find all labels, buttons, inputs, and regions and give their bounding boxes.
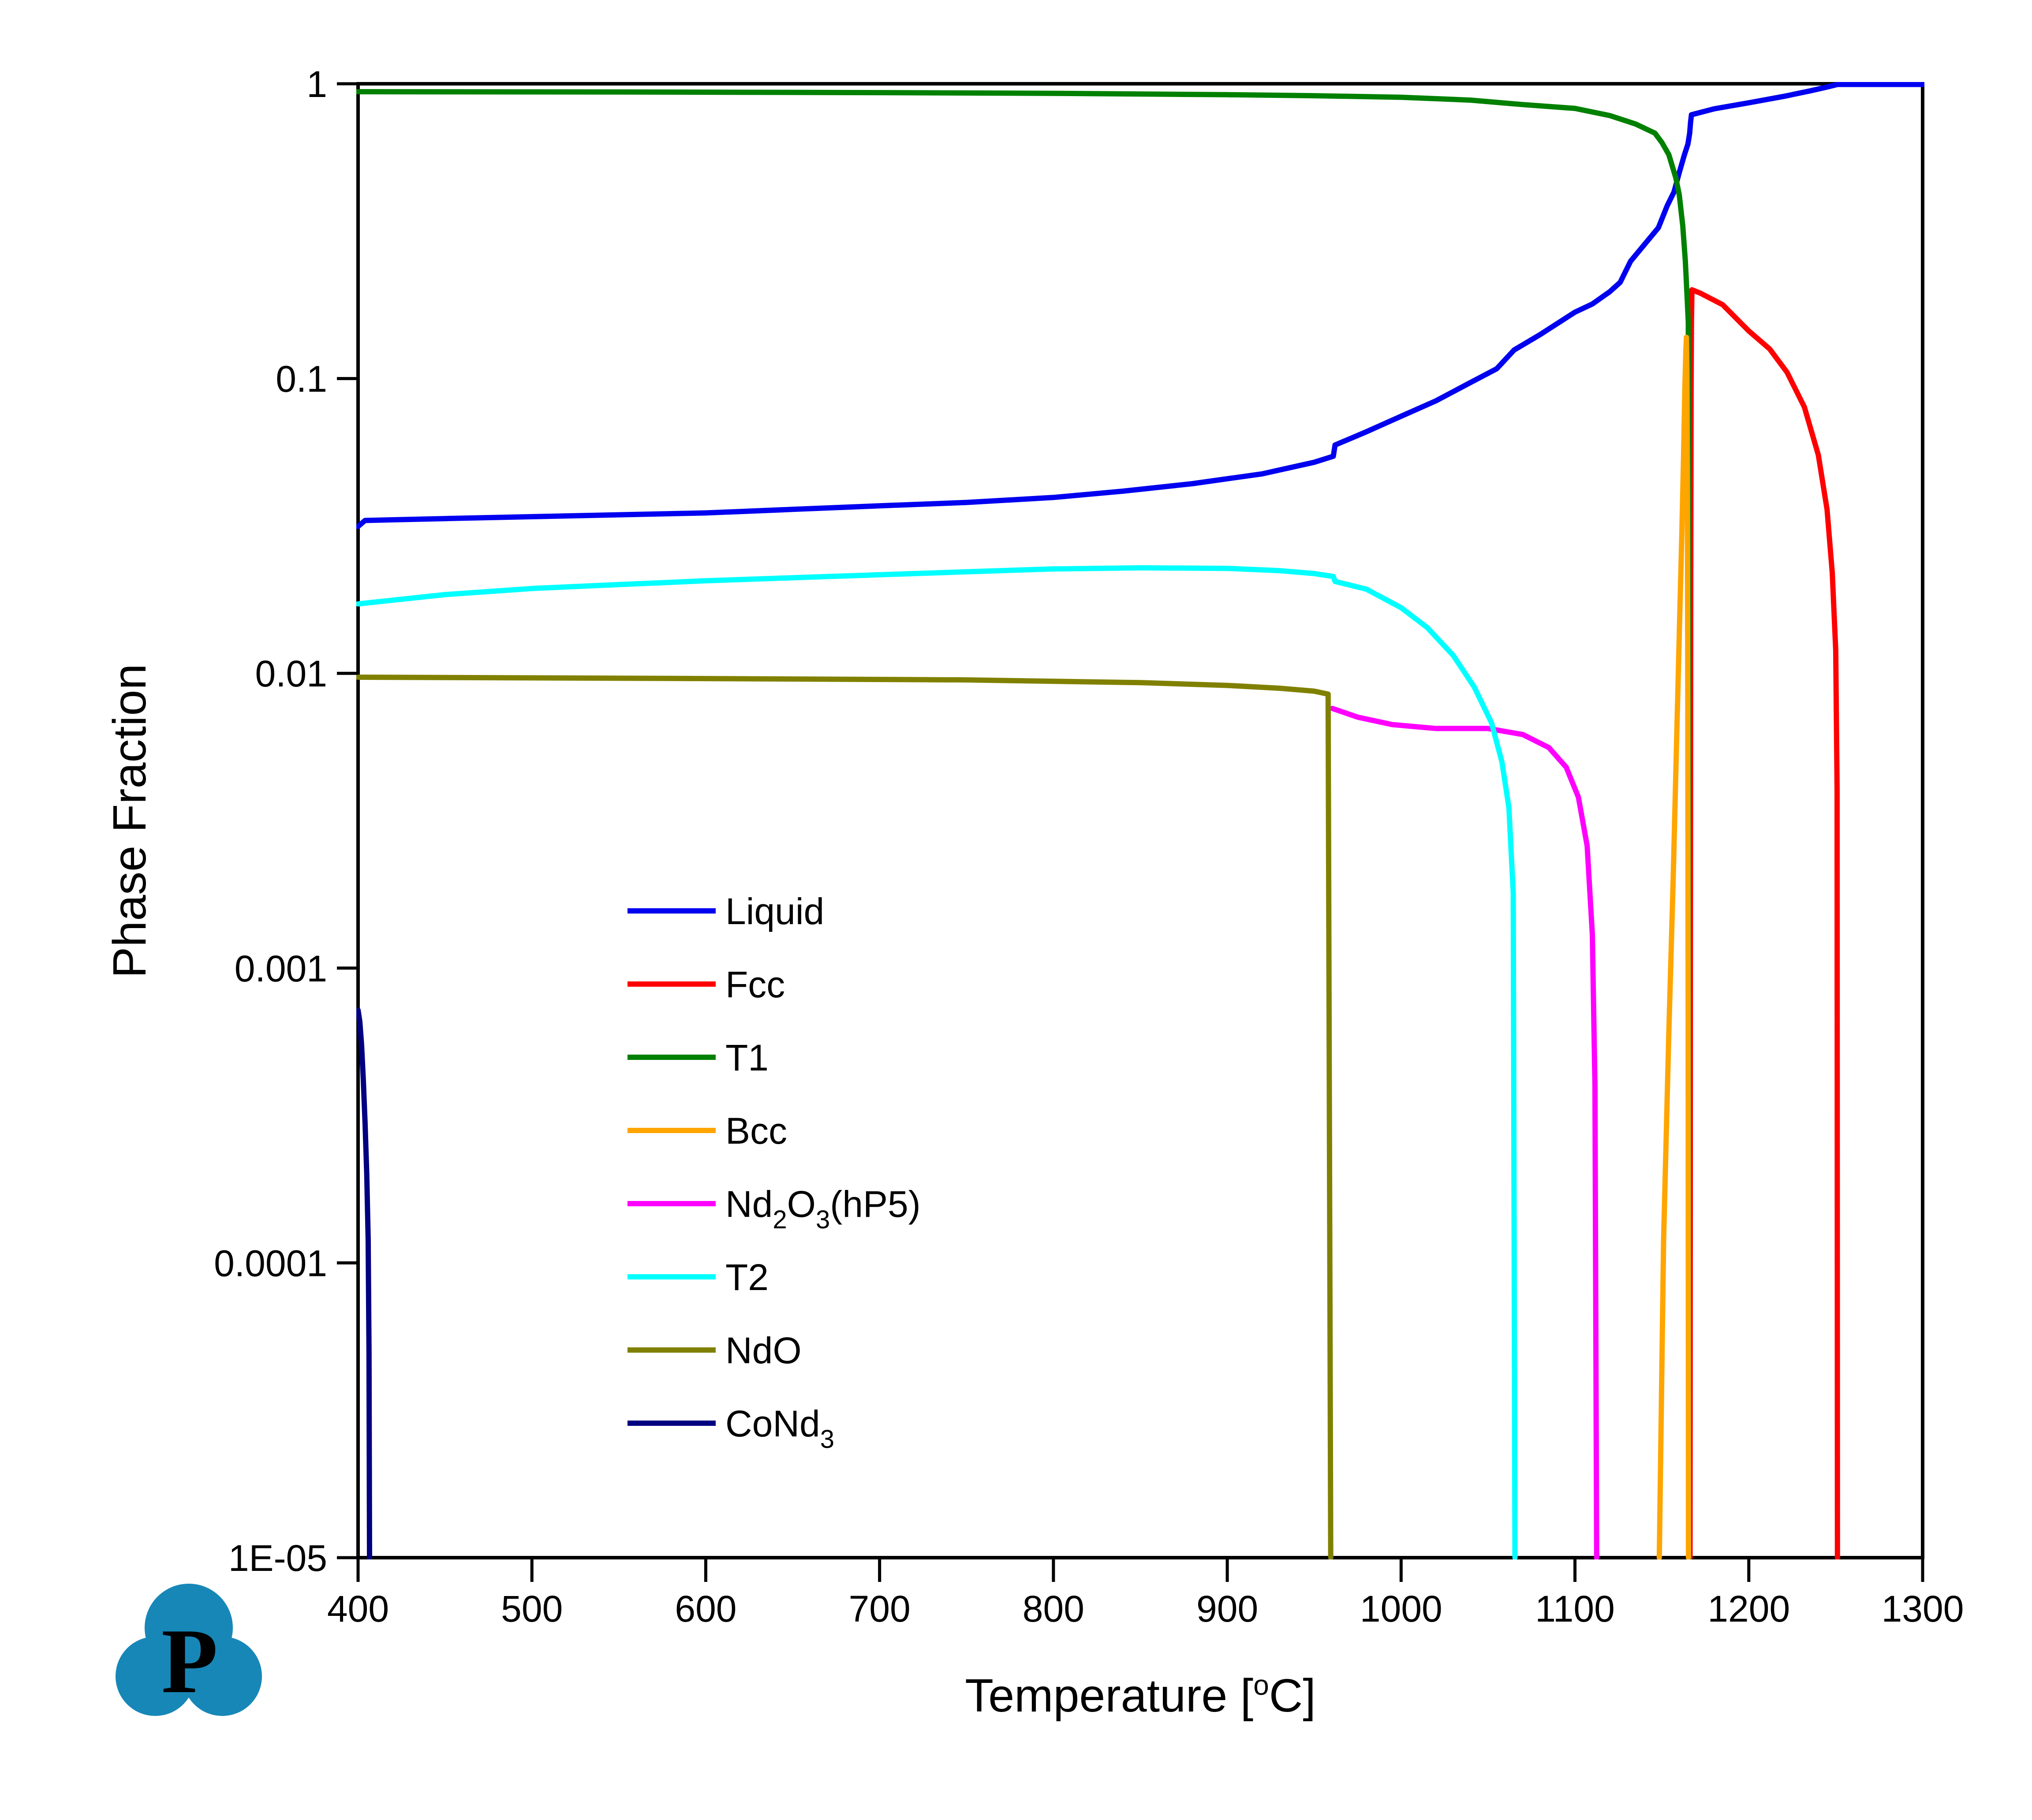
- legend-label-6: NdO: [725, 1330, 802, 1371]
- axis-ticks: 400 500 600 700 800 900 1000 1100 1200 1300 1 0.1 0.…: [214, 63, 1964, 1630]
- plot-border: [356, 82, 1924, 1559]
- x-tick-label-1000: 1000: [1360, 1588, 1442, 1630]
- series-line-Nd2O3(hP5): [1330, 705, 1599, 1559]
- legend: Liquid Fcc T1 Bcc Nd2O3(hP5) T2 NdO CoNd3: [628, 891, 921, 1454]
- series-line-NdO: [356, 675, 1334, 1559]
- y-tick-label-1: 1: [306, 63, 327, 105]
- y-tick-label-0.1: 0.1: [276, 358, 327, 400]
- x-tick-label-900: 900: [1196, 1588, 1258, 1630]
- legend-label-4: Nd2O3(hP5): [725, 1183, 921, 1234]
- x-axis-title: Temperature [oC]: [965, 1669, 1316, 1722]
- x-tick-label-600: 600: [675, 1588, 736, 1630]
- y-axis-title: Phase Fraction: [104, 664, 156, 978]
- x-tick-label-1300: 1300: [1882, 1588, 1964, 1630]
- legend-label-7: CoNd3: [725, 1403, 834, 1454]
- y-tick-label-0.01: 0.01: [255, 653, 328, 694]
- logo-circle-right: [183, 1637, 262, 1716]
- x-tick-label-700: 700: [849, 1588, 911, 1630]
- series-line-T1: [356, 89, 1692, 1559]
- series-line-CoNd3: [356, 1007, 372, 1559]
- x-tick-label-800: 800: [1023, 1588, 1084, 1630]
- y-tick-label-1E-05: 1E-05: [228, 1537, 327, 1579]
- degree-sup: o: [1253, 1669, 1269, 1701]
- x-tick-label-500: 500: [501, 1588, 563, 1630]
- pandat-logo: P: [116, 1584, 262, 1716]
- series-line-Bcc: [1656, 335, 1691, 1559]
- data-series: [356, 82, 1924, 1559]
- logo-circle-left: [116, 1637, 195, 1716]
- logo-letter: P: [161, 1610, 218, 1712]
- series-line-T2: [356, 565, 1518, 1559]
- legend-label-2: T1: [725, 1037, 769, 1078]
- x-axis-title-pre: Temperature [: [965, 1670, 1253, 1722]
- x-tick-label-1100: 1100: [1535, 1588, 1615, 1630]
- legend-label-5: T2: [725, 1257, 769, 1298]
- y-tick-label-0.001: 0.001: [235, 948, 327, 989]
- legend-label-1: Fcc: [725, 964, 785, 1005]
- x-tick-label-1200: 1200: [1707, 1588, 1790, 1630]
- legend-label-3: Bcc: [725, 1110, 787, 1152]
- x-tick-label-400: 400: [327, 1588, 389, 1630]
- x-axis-title-post: C]: [1269, 1670, 1316, 1722]
- legend-label-0: Liquid: [725, 891, 824, 932]
- series-line-Fcc: [1687, 287, 1840, 1559]
- series-line-Liquid: [356, 82, 1924, 529]
- y-tick-label-0.0001: 0.0001: [214, 1242, 327, 1284]
